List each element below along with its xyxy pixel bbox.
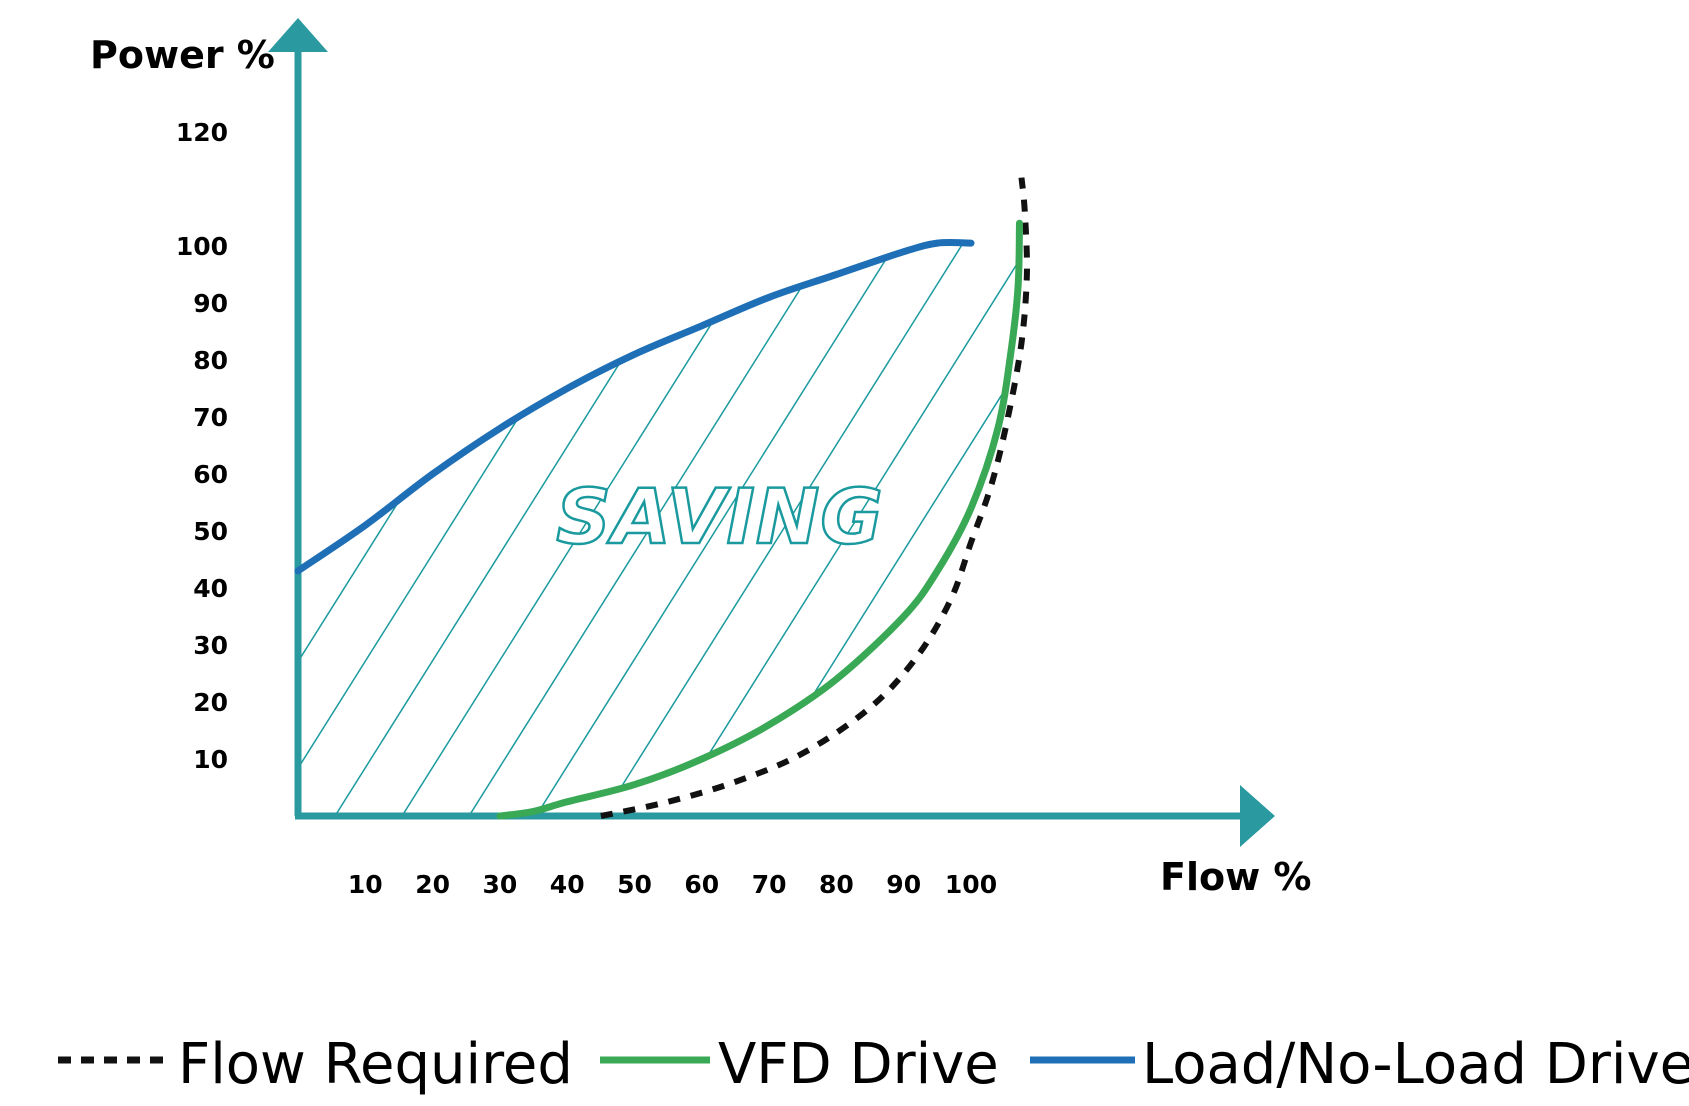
x-tick-label: 100 — [945, 870, 997, 899]
hatch-line — [1407, 116, 1689, 816]
x-tick-label: 70 — [752, 870, 787, 899]
y-tick-label: 60 — [193, 460, 228, 489]
saving-region-hatch — [0, 116, 1689, 816]
y-tick-label: 120 — [176, 118, 228, 147]
y-tick-label: 50 — [193, 517, 228, 546]
x-tick-label: 30 — [483, 870, 518, 899]
hatch-line — [1675, 116, 1689, 816]
hatch-line — [298, 223, 307, 816]
y-tick-label: 20 — [193, 688, 228, 717]
saving-annotation: SAVING — [556, 472, 883, 561]
hatch-line — [736, 223, 1020, 816]
legend-label-flow-required: Flow Required — [178, 1032, 573, 1097]
x-tick-label: 40 — [550, 870, 585, 899]
hatch-line — [1340, 116, 1689, 816]
x-tick-label: 80 — [819, 870, 854, 899]
x-tick-label: 90 — [886, 870, 921, 899]
hatch-line — [1541, 116, 1689, 816]
hatch-line — [401, 223, 843, 816]
y-axis-arrow-icon — [268, 18, 328, 52]
y-tick-label: 10 — [193, 745, 228, 774]
hatch-line — [602, 223, 1020, 816]
x-tick-label: 50 — [617, 870, 652, 899]
y-tick-labels: 10 20 30 40 50 60 70 80 90 100 120 — [176, 118, 228, 774]
hatch-line — [1072, 116, 1512, 816]
x-tick-labels: 10 20 30 40 50 60 70 80 90 100 — [348, 870, 997, 899]
hatch-line — [298, 223, 374, 816]
y-tick-label: 70 — [193, 403, 228, 432]
y-tick-label: 80 — [193, 346, 228, 375]
y-tick-label: 40 — [193, 574, 228, 603]
hatch-line — [0, 116, 172, 816]
hatch-line — [937, 223, 1020, 816]
hatch-line — [669, 223, 1020, 816]
x-tick-label: 60 — [684, 870, 719, 899]
hatch-line — [334, 223, 776, 816]
x-tick-label: 20 — [415, 870, 450, 899]
hatch-line — [1608, 116, 1689, 816]
y-tick-label: 100 — [176, 232, 228, 261]
hatch-line — [0, 116, 38, 816]
x-axis-arrow-icon — [1240, 785, 1275, 847]
hatch-line — [468, 223, 910, 816]
hatch-line — [298, 223, 709, 816]
hatch-line — [298, 223, 642, 816]
hatch-line — [803, 223, 1020, 816]
hatch-line — [870, 223, 1020, 816]
y-tick-label: 90 — [193, 289, 228, 318]
series-lines — [294, 177, 1030, 820]
y-tick-label: 30 — [193, 631, 228, 660]
hatch-line — [1004, 223, 1020, 816]
x-axis-title: Flow % — [1160, 855, 1312, 899]
hatch-line — [0, 116, 105, 816]
legend: Flow Required VFD Drive Load/No-Load Dri… — [58, 1032, 1689, 1097]
series-line-flow-required — [600, 177, 1030, 819]
hatch-line — [1206, 116, 1646, 816]
hatch-line — [1273, 116, 1689, 816]
y-axis-title: Power % — [90, 33, 275, 77]
series-line-load-no-load — [294, 238, 975, 575]
x-tick-label: 10 — [348, 870, 383, 899]
axes — [268, 18, 1275, 847]
hatch-line — [1139, 116, 1579, 816]
legend-label-load-no-load-drive: Load/No-Load Drive — [1142, 1032, 1689, 1097]
legend-label-vfd-drive: VFD Drive — [718, 1032, 999, 1097]
hatch-line — [1474, 116, 1689, 816]
hatch-line — [535, 223, 977, 816]
series-line-vfd-drive — [496, 219, 1023, 820]
